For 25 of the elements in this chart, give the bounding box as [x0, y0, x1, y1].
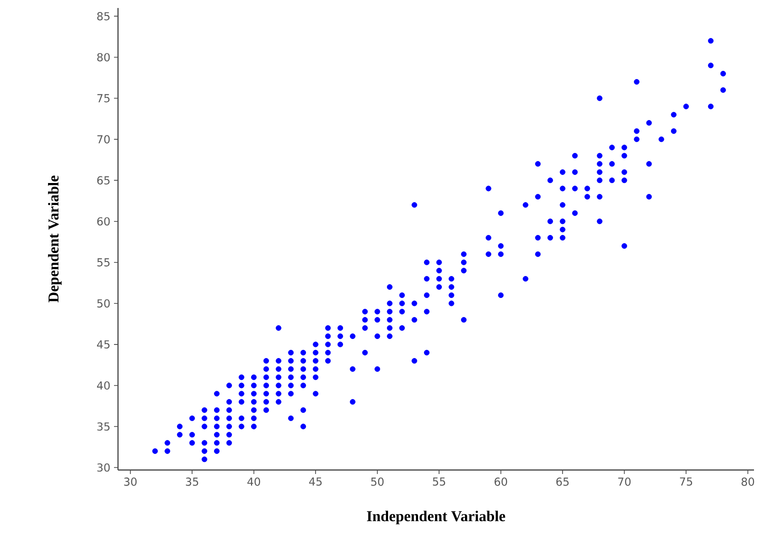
y-tick-label: 45: [97, 340, 110, 349]
y-tick-label: 35: [97, 422, 110, 431]
x-tick-label: 35: [186, 478, 198, 486]
x-tick-label: 50: [371, 478, 384, 486]
y-tick-label: 85: [97, 12, 110, 20]
y-tick-label: 75: [97, 94, 110, 102]
y-tick-label: 30: [97, 463, 110, 472]
y-tick-label: 80: [97, 53, 110, 62]
x-tick-label: 75: [680, 478, 692, 486]
y-tick-label: 40: [97, 381, 110, 390]
x-tick-label: 60: [494, 478, 508, 486]
x-tick-label: 55: [432, 478, 446, 486]
x-tick-label: 65: [556, 478, 569, 486]
x-tick-label: 40: [247, 478, 260, 486]
y-tick-label: 65: [97, 176, 110, 184]
y-tick-label: 60: [97, 217, 110, 226]
x-tick-label: 80: [742, 478, 754, 486]
x-tick-label: 30: [124, 478, 137, 486]
x-tick-label: 70: [618, 478, 631, 486]
x-tick-label: 45: [309, 478, 322, 486]
y-tick-label: 50: [97, 299, 110, 308]
y-axis-title: Dependent Variable: [48, 176, 62, 302]
x-axis-title: Independent Variable: [366, 510, 506, 524]
y-tick-label: 70: [97, 135, 110, 144]
y-tick-label: 55: [97, 258, 110, 266]
